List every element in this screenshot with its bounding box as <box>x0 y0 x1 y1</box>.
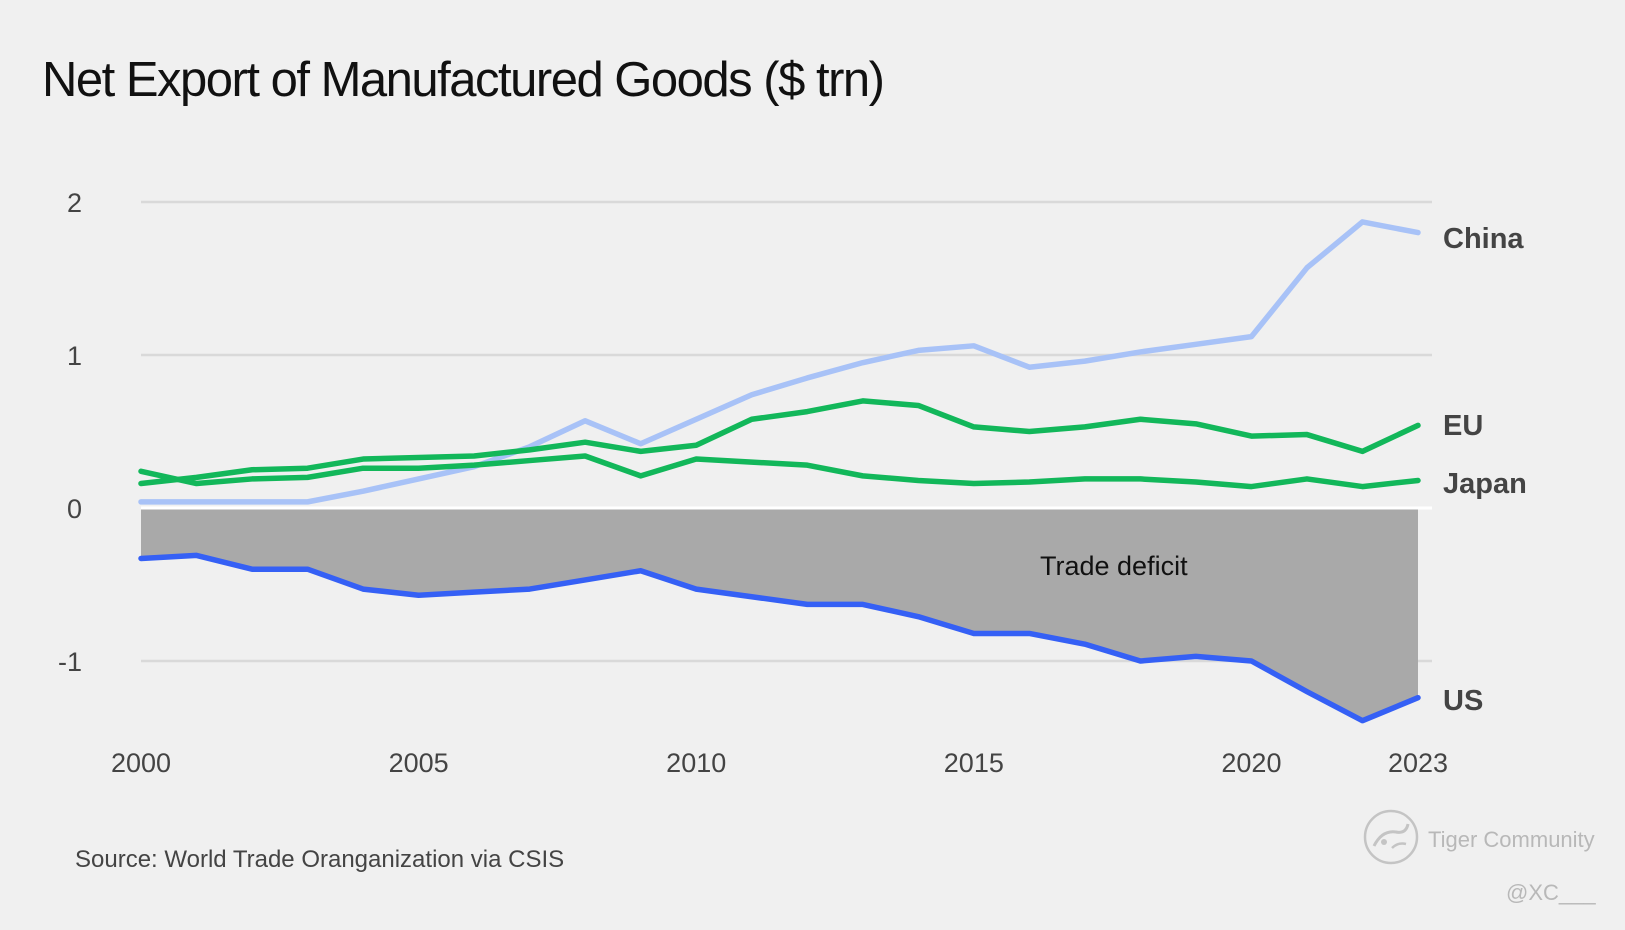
y-axis-ticks: 2 1 0 -1 <box>58 188 82 677</box>
series-line-eu <box>138 398 1421 487</box>
y-tick-label: 0 <box>67 494 82 524</box>
chart-title: Net Export of Manufactured Goods ($ trn) <box>42 53 885 107</box>
trade-deficit-area: Trade deficit <box>141 508 1418 721</box>
x-tick-label: 2023 <box>1388 748 1448 778</box>
x-tick-label: 2015 <box>944 748 1004 778</box>
watermark-handle: @XC___ <box>1506 880 1596 905</box>
watermark: Tiger Community <box>1362 808 1595 872</box>
series-lines <box>138 219 1421 724</box>
x-axis-ticks: 2000 2005 2010 2015 2020 2023 <box>111 748 1448 778</box>
series-labels: China EU Japan US <box>1443 223 1527 717</box>
source-note: Source: World Trade Oranganization via C… <box>75 846 565 873</box>
y-tick-label: 2 <box>67 188 82 218</box>
series-line-japan <box>138 453 1421 490</box>
series-label-eu: EU <box>1443 410 1483 442</box>
series-label-china: China <box>1443 223 1524 255</box>
y-tick-label: -1 <box>58 647 82 677</box>
x-tick-label: 2020 <box>1221 748 1281 778</box>
deficit-area-fill <box>141 508 1418 721</box>
gridlines <box>141 200 1432 663</box>
tiger-logo-icon <box>1362 808 1420 872</box>
x-tick-label: 2005 <box>389 748 449 778</box>
x-tick-label: 2000 <box>111 748 171 778</box>
series-line-china <box>138 219 1421 505</box>
series-line-us <box>138 552 1421 724</box>
trade-deficit-label: Trade deficit <box>1040 551 1188 581</box>
series-label-us: US <box>1443 685 1483 717</box>
watermark-brand: Tiger Community <box>1428 827 1595 852</box>
x-tick-label: 2010 <box>666 748 726 778</box>
series-label-japan: Japan <box>1443 468 1527 500</box>
y-tick-label: 1 <box>67 341 82 371</box>
